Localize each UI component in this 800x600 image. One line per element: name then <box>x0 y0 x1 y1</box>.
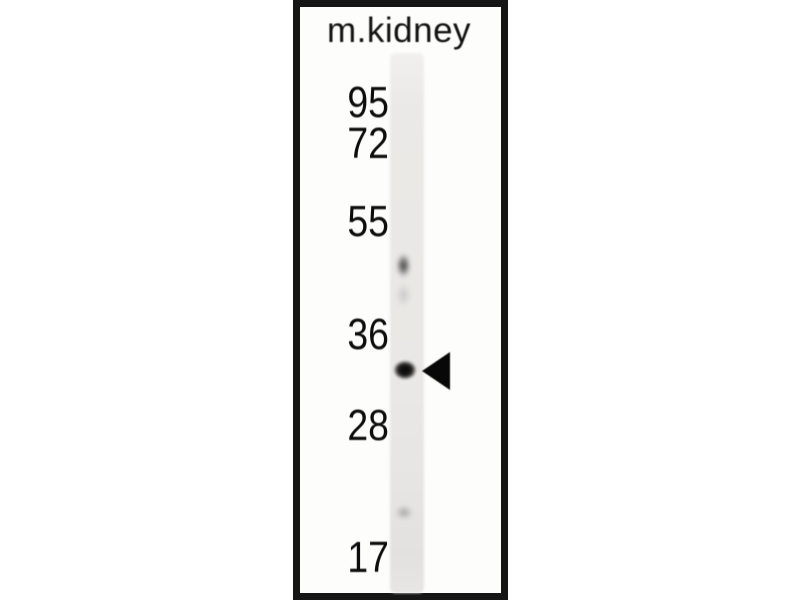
band-faint-lower <box>395 505 413 520</box>
band-faint-upper-tail <box>396 283 411 307</box>
mw-marker-28: 28 <box>347 401 389 450</box>
lane-label: m.kidney <box>327 11 472 50</box>
blot-lane <box>390 53 424 593</box>
band-faint-upper <box>395 252 412 279</box>
blot-panel: m.kidney 95 72 55 36 28 17 <box>293 0 508 600</box>
mw-marker-72: 72 <box>347 119 389 168</box>
mw-marker-36: 36 <box>347 310 389 359</box>
mw-marker-17: 17 <box>347 533 389 582</box>
band-arrow-icon <box>422 352 450 390</box>
mw-marker-55: 55 <box>347 197 389 246</box>
band-main <box>393 360 417 380</box>
mw-marker-95: 95 <box>347 78 389 127</box>
